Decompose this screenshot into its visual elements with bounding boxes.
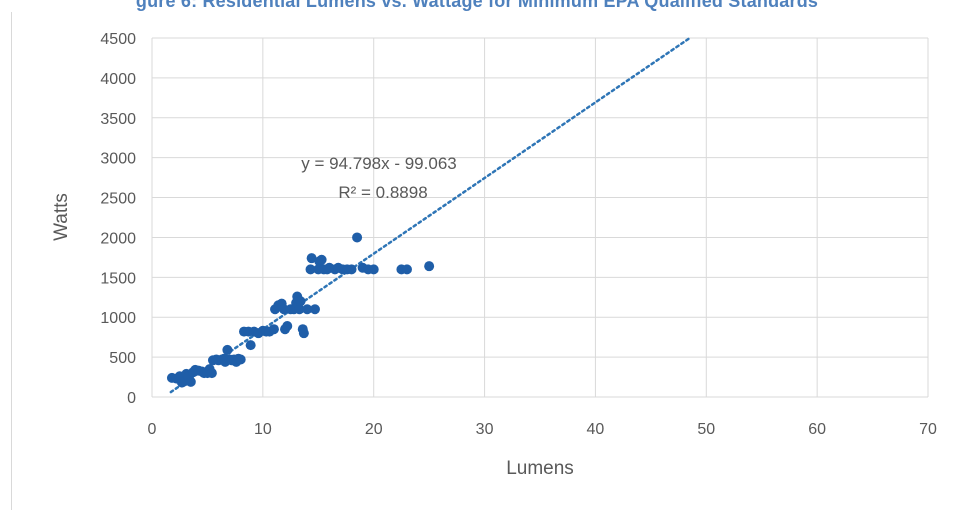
- x-axis-title: Lumens: [506, 458, 574, 479]
- data-point: [306, 253, 317, 264]
- y-axis-title: Watts: [51, 193, 72, 241]
- trendline-equation: y = 94.798x - 99.063: [301, 154, 456, 173]
- data-point: [268, 324, 279, 335]
- data-point: [424, 261, 435, 272]
- y-tick-label: 1500: [100, 270, 136, 287]
- x-tick-label: 20: [365, 421, 383, 438]
- data-point: [305, 264, 316, 275]
- x-tick-label: 60: [808, 421, 826, 438]
- y-tick-label: 4000: [100, 71, 136, 88]
- data-point: [222, 344, 233, 355]
- data-point: [185, 376, 196, 387]
- x-tick-label: 10: [254, 421, 272, 438]
- x-tick-label: 50: [697, 421, 715, 438]
- data-point: [245, 340, 256, 351]
- data-point: [206, 368, 217, 379]
- data-point: [346, 264, 357, 275]
- data-point: [294, 304, 305, 315]
- data-point: [352, 232, 363, 243]
- y-tick-label: 1000: [100, 310, 136, 327]
- data-point: [368, 264, 379, 275]
- y-tick-label: 2500: [100, 191, 136, 208]
- y-tick-label: 500: [109, 350, 136, 367]
- data-point: [298, 328, 309, 339]
- chart-frame: [11, 12, 954, 510]
- y-tick-label: 0: [127, 390, 136, 407]
- data-point: [401, 264, 412, 275]
- x-tick-label: 40: [587, 421, 605, 438]
- y-tick-label: 3000: [100, 151, 136, 168]
- trendline: [169, 36, 692, 394]
- trendline-r-squared: R² = 0.8898: [338, 183, 427, 202]
- x-tick-label: 0: [148, 421, 157, 438]
- y-tick-label: 2000: [100, 230, 136, 247]
- figure-caption: gure 6: Residential Lumens vs. Wattage f…: [135, 0, 819, 11]
- y-tick-label: 3500: [100, 111, 136, 128]
- gridlines: [151, 37, 929, 398]
- data-point: [295, 296, 306, 307]
- y-tick-label: 4500: [100, 31, 136, 48]
- data-point: [282, 320, 293, 331]
- data-point: [235, 354, 246, 365]
- data-points: [166, 232, 435, 388]
- trendline-group: [169, 36, 692, 394]
- x-tick-label: 70: [919, 421, 937, 438]
- x-tick-label: 30: [476, 421, 494, 438]
- data-point: [316, 254, 327, 265]
- data-point: [309, 304, 320, 315]
- tick-labels: 0 500 1000 1500 2000 2500 3000 3500 4000 4500 0 10 2…: [100, 31, 937, 438]
- data-point: [302, 304, 313, 315]
